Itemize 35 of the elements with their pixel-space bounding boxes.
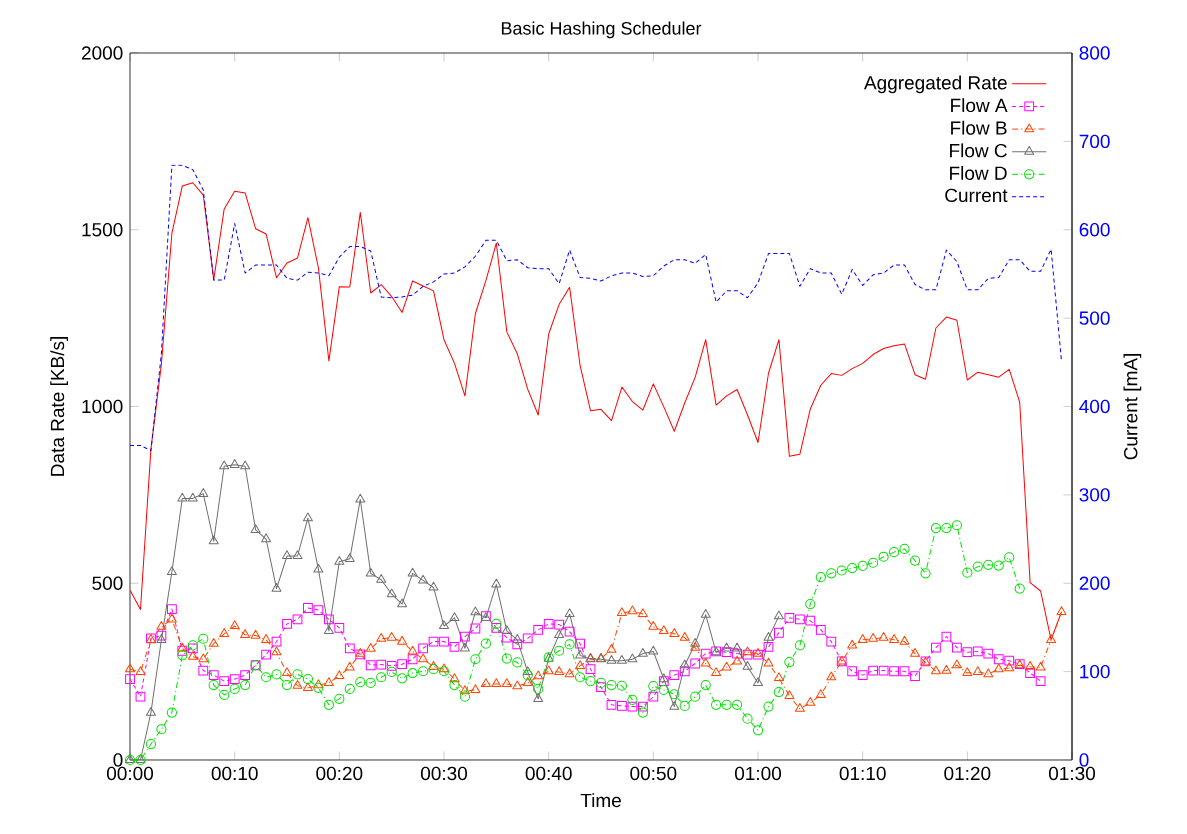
x-tick-label: 01:00 [734, 766, 782, 781]
y-axis-title: Data Rate [KB/s] [50, 337, 68, 476]
y-tick-label: 500 [92, 576, 123, 590]
y-tick-label: 1000 [82, 399, 123, 414]
x-tick-label: 00:40 [525, 766, 572, 781]
x-axis-title: Time [580, 793, 621, 808]
y2-tick-label: 0 [1079, 753, 1089, 767]
y2-tick-label: 200 [1079, 576, 1110, 590]
x-tick-label: 01:20 [944, 766, 991, 781]
y2-axis-title: Current [mA] [1123, 354, 1142, 460]
legend-label: Flow D [950, 166, 1007, 180]
x-tick-label: 01:10 [839, 766, 886, 781]
legend-label: Flow C [950, 143, 1007, 158]
y2-tick-label: 500 [1079, 311, 1110, 325]
x-tick-label: 00:10 [211, 766, 258, 781]
x-tick-label: 00:50 [630, 766, 677, 781]
legend-label: Flow A [951, 98, 1008, 113]
chart-title: Basic Hashing Scheduler [501, 21, 702, 39]
x-tick-label: 00:20 [316, 766, 363, 781]
y2-tick-label: 600 [1079, 223, 1110, 237]
y2-tick-label: 300 [1079, 488, 1110, 502]
x-tick-label: 00:00 [106, 766, 154, 781]
y-tick-label: 0 [113, 753, 123, 767]
legend-label: Current [945, 188, 1008, 203]
x-tick-label: 01:30 [1048, 766, 1096, 781]
y2-tick-label: 700 [1079, 134, 1110, 149]
y-tick-label: 1500 [82, 223, 123, 237]
x-tick-label: 00:30 [420, 766, 468, 781]
y2-tick-label: 100 [1080, 664, 1110, 679]
y-tick-label: 2000 [81, 46, 123, 60]
y2-tick-label: 800 [1079, 46, 1110, 60]
y2-tick-label: 400 [1079, 399, 1110, 414]
line-series [130, 182, 1063, 641]
legend-label: Flow B [951, 120, 1007, 135]
legend-label: Aggregated Rate [863, 75, 1007, 94]
